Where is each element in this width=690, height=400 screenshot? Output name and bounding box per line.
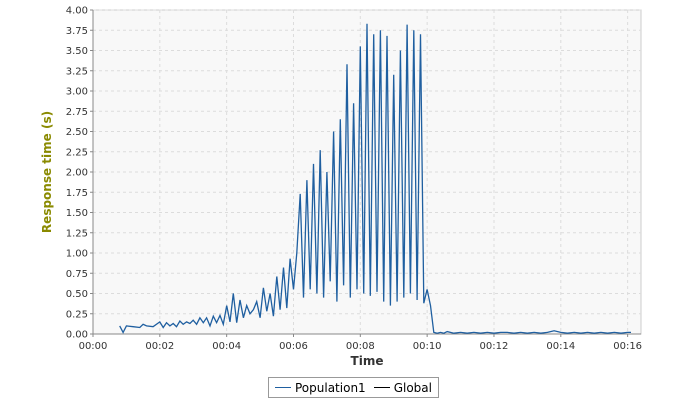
y-tick-label: 1.00 xyxy=(66,249,88,260)
y-tick-label: 2.25 xyxy=(66,147,88,158)
y-tick-label: 0.00 xyxy=(66,330,88,341)
x-tick-label: 00:04 xyxy=(212,341,241,352)
x-tick-label: 00:08 xyxy=(346,341,375,352)
x-tick-label: 00:16 xyxy=(613,341,642,352)
y-tick-label: 1.25 xyxy=(66,228,88,239)
x-tick-label: 00:02 xyxy=(145,341,174,352)
legend-swatch-global xyxy=(373,387,390,388)
y-tick-label: 0.25 xyxy=(66,309,88,320)
x-tick-label: 00:00 xyxy=(79,341,108,352)
legend: Population1 Global xyxy=(268,377,439,398)
chart: 0.00 0.25 0.50 0.75 1.00 1.25 1.50 1.75 2.00 2.25… xyxy=(40,6,642,369)
y-axis-ticks: 0.00 0.25 0.50 0.75 1.00 1.25 1.50 1.75 2.00 2.25… xyxy=(66,6,93,341)
legend-label-global: Global xyxy=(393,380,432,395)
y-tick-label: 1.50 xyxy=(66,208,88,219)
x-tick-label: 00:14 xyxy=(546,341,575,352)
x-tick-label: 00:12 xyxy=(480,341,509,352)
legend-swatch-population1 xyxy=(275,387,291,388)
legend-label-population1: Population1 xyxy=(295,380,366,395)
y-tick-label: 3.75 xyxy=(66,26,88,37)
y-tick-label: 2.00 xyxy=(66,168,88,179)
y-tick-label: 3.00 xyxy=(66,87,88,98)
y-tick-label: 2.75 xyxy=(66,107,88,118)
y-tick-label: 3.50 xyxy=(66,46,88,57)
y-tick-label: 0.75 xyxy=(66,269,88,280)
y-axis-title: Response time (s) xyxy=(40,111,54,233)
y-tick-label: 4.00 xyxy=(66,6,88,17)
series-line-population1 xyxy=(119,23,631,334)
y-tick-label: 1.75 xyxy=(66,188,88,199)
y-tick-label: 3.25 xyxy=(66,66,88,77)
legend-item-population1[interactable]: Population1 xyxy=(275,381,366,395)
y-tick-label: 0.50 xyxy=(66,289,88,300)
x-axis-ticks: 00:00 00:02 00:04 00:06 00:08 00:10 00:12 00:14… xyxy=(79,334,642,352)
x-tick-label: 00:10 xyxy=(413,341,442,352)
x-axis-title: Time xyxy=(351,354,384,368)
y-tick-label: 2.50 xyxy=(66,127,88,138)
legend-item-global[interactable]: Global xyxy=(373,380,432,395)
x-tick-label: 00:06 xyxy=(279,341,308,352)
